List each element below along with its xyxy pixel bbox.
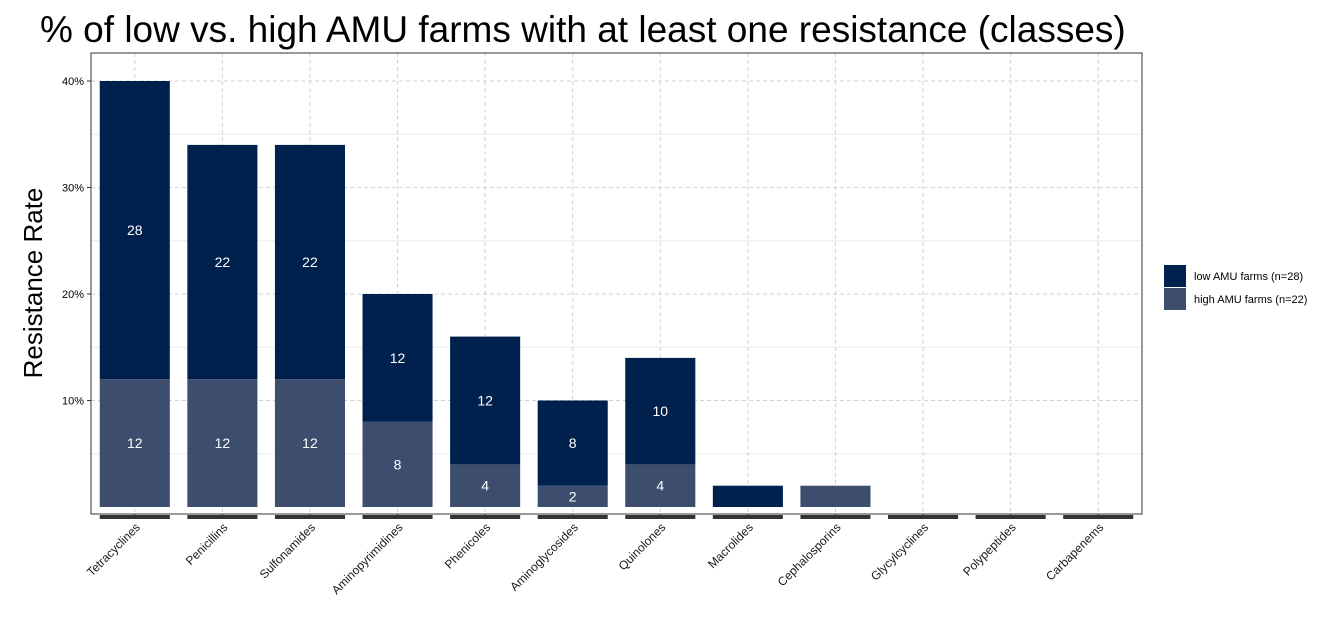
bar-value-label: 8 [569, 435, 577, 451]
bar-value-label: 8 [394, 456, 402, 472]
bar-value-label: 4 [656, 478, 664, 494]
bar-segment-low-amu [274, 144, 345, 380]
bar-segment-high-amu [800, 485, 871, 507]
bar-value-label: 10 [653, 403, 669, 419]
bar-value-label: 2 [569, 488, 577, 504]
bar-value-label: 12 [477, 393, 493, 409]
bar-segment-high-amu [625, 464, 696, 507]
bar-segment-low-amu [187, 144, 258, 380]
bar-segment-high-amu [450, 464, 521, 507]
y-axis-label: Resistance Rate [18, 188, 48, 379]
plot-area: 1228Tetracyclines1222Penicillins1222Sulf… [62, 52, 1143, 597]
legend-swatch [1164, 288, 1186, 310]
x-tick-label: Aminoglycosides [507, 520, 581, 594]
legend: low AMU farms (n=28) high AMU farms (n=22… [1164, 265, 1307, 310]
x-tick-label: Quinolones [616, 520, 669, 573]
x-tick-label: Sulfonamides [257, 520, 318, 581]
bar-value-label: 12 [390, 350, 406, 366]
y-tick-label: 40% [62, 76, 84, 88]
legend-swatch [1164, 265, 1186, 287]
bar-segment-low-amu [537, 400, 608, 486]
bar-value-label: 28 [127, 222, 143, 238]
bar-segment-high-amu [362, 421, 433, 507]
bar-value-label: 22 [302, 254, 318, 270]
bar-segment-high-amu [99, 379, 170, 507]
bar-value-label: 12 [127, 435, 143, 451]
legend-entry: high AMU farms (n=22) [1194, 294, 1307, 306]
x-tick-label: Penicillins [183, 520, 231, 568]
plot-border [90, 52, 1143, 515]
bar-segment-low-amu [450, 336, 521, 465]
x-tick-label: Glycylcyclines [868, 520, 931, 583]
x-tick-label: Cephalosporins [775, 520, 844, 589]
legend-entry: low AMU farms (n=28) [1194, 271, 1303, 283]
bar-segment-low-amu [712, 485, 783, 507]
bar-segment-low-amu [362, 294, 433, 422]
bar-segment-high-amu [187, 379, 258, 507]
y-tick-label: 10% [62, 396, 84, 408]
bar-segment-low-amu [99, 81, 170, 380]
bar-segment-high-amu [274, 379, 345, 507]
plot-panel [91, 53, 1142, 514]
x-tick-label: Carbapenems [1043, 520, 1106, 583]
x-tick-label: Macrolides [705, 520, 756, 571]
x-tick-label: Aminopyrimidines [329, 520, 406, 597]
bar-value-label: 22 [215, 254, 231, 270]
bar-segment-low-amu [625, 357, 696, 465]
chart-title: % of low vs. high AMU farms with at leas… [40, 9, 1126, 50]
y-tick-label: 30% [62, 183, 84, 195]
bar-value-label: 4 [481, 478, 489, 494]
bar-value-label: 12 [302, 435, 318, 451]
bar-value-label: 12 [215, 435, 231, 451]
x-tick-label: Polypeptides [960, 520, 1018, 578]
x-tick-label: Phenicoles [442, 520, 493, 571]
y-tick-label: 20% [62, 289, 84, 301]
x-tick-label: Tetracyclines [84, 520, 143, 579]
bar-segment-high-amu [537, 485, 608, 507]
